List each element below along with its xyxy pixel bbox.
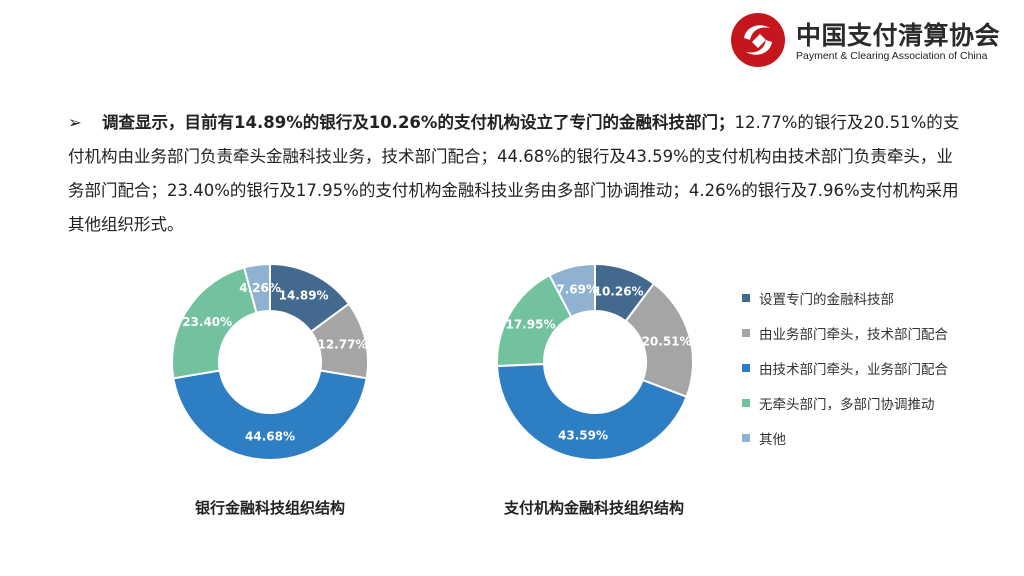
legend-swatch: [742, 293, 750, 302]
slice-data-label: 4.26%: [239, 281, 281, 295]
bank-chart-title: 银行金融科技组织结构: [194, 499, 346, 517]
slice-data-label: 44.68%: [245, 430, 295, 444]
legend-label: 其他: [759, 431, 786, 448]
slice-data-label: 12.77%: [317, 338, 367, 352]
legend-label: 由业务部门牵头，技术部门配合: [759, 326, 948, 343]
slice-data-label: 20.51%: [642, 334, 692, 348]
donut-slice: [496, 363, 688, 461]
association-name-en: Payment & Clearing Association of China: [796, 50, 988, 62]
slice-data-label: 14.89%: [279, 289, 329, 303]
association-logo-icon: [731, 13, 785, 67]
legend-swatch: [742, 398, 750, 407]
legend-swatch: [742, 433, 750, 442]
legend-swatch: [742, 328, 750, 337]
slice-data-label: 23.40%: [182, 315, 232, 329]
legend-item: 由业务部门牵头，技术部门配合: [742, 315, 948, 350]
legend-item: 无牵头部门，多部门协调推动: [742, 385, 948, 420]
slice-data-label: 7.69%: [556, 283, 598, 297]
donut-slice: [548, 262, 596, 319]
legend-label: 设置专门的金融科技部: [759, 291, 894, 308]
payment-chart-title: 支付机构金融科技组织结构: [503, 499, 685, 517]
slice-data-label: 17.95%: [505, 318, 555, 332]
legend-label: 无牵头部门，多部门协调推动: [759, 396, 935, 413]
summary-paragraph: ➢ 调查显示，目前有14.89%的银行及10.26%的支付机构设立了专门的金融科技…: [68, 106, 968, 242]
legend-item: 设置专门的金融科技部: [742, 280, 948, 315]
header-logo: 中国支付清算协会 Payment & Clearing Association …: [730, 10, 1015, 70]
legend-item: 由技术部门牵头，业务部门配合: [742, 350, 948, 385]
legend-label: 由技术部门牵头，业务部门配合: [759, 361, 948, 378]
summary-bold-text: 调查显示，目前有14.89%的银行及10.26%的支付机构设立了专门的金融科技部…: [102, 113, 735, 132]
bullet-arrow-icon: ➢: [68, 113, 82, 132]
donut-slice: [172, 369, 368, 461]
slice-data-label: 10.26%: [594, 284, 644, 298]
chart-legend: 设置专门的金融科技部由业务部门牵头，技术部门配合 由技术部门牵头，业务部门配合 无牵…: [742, 280, 948, 455]
legend-swatch: [742, 363, 750, 372]
donut-slice: [171, 266, 258, 380]
donut-slice: [242, 262, 271, 315]
slice-data-label: 43.59%: [558, 429, 608, 443]
summary-text: 12.77%的银行及20.51%的支付机构由业务部门负责牵头金融科技业务，技术部…: [68, 113, 960, 234]
association-name-cn: 中国支付清算协会: [796, 21, 1001, 50]
legend-item: 其他: [742, 420, 948, 455]
